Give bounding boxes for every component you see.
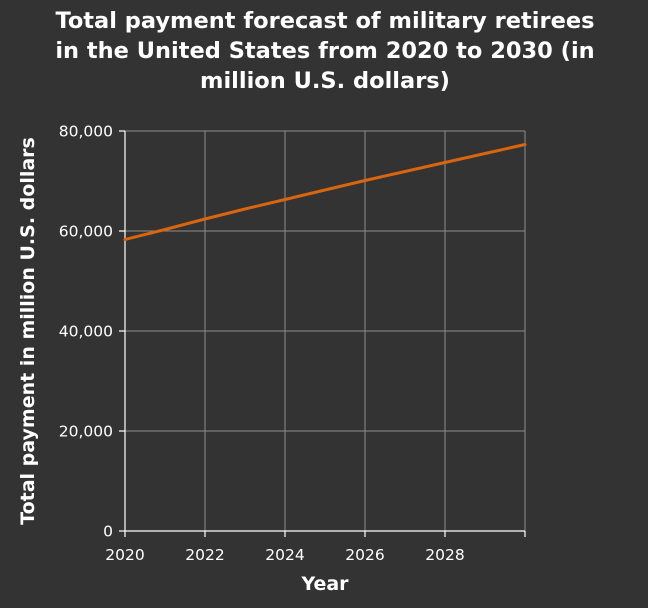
y-tick-label: 80,000 <box>59 123 113 141</box>
x-tick-label: 2026 <box>345 546 384 564</box>
y-tick-label: 40,000 <box>59 323 113 341</box>
axes <box>119 130 526 537</box>
x-tick-label: 2024 <box>265 546 304 564</box>
x-tick-label: 2028 <box>425 546 464 564</box>
chart-title-line-3: million U.S. dollars) <box>200 68 450 94</box>
y-axis-label: Total payment in million U.S. dollars <box>17 137 39 525</box>
x-tick-label: 2020 <box>105 546 144 564</box>
chart-title-line-1: Total payment forecast of military retir… <box>55 8 594 34</box>
chart-title: Total payment forecast of military retir… <box>55 8 594 94</box>
x-axis-label: Year <box>300 573 349 595</box>
series-line <box>123 143 527 241</box>
chart-title-line-2: in the United States from 2020 to 2030 (… <box>55 38 594 64</box>
tick-labels: 2020 2022 2024 2026 2028 0 20,000 40,000 60,000 8… <box>59 123 465 565</box>
y-tick-label: 0 <box>103 523 113 541</box>
y-tick-label: 60,000 <box>59 223 113 241</box>
x-tick-label: 2022 <box>185 546 224 564</box>
y-tick-label: 20,000 <box>59 423 113 441</box>
data-series <box>123 143 527 241</box>
